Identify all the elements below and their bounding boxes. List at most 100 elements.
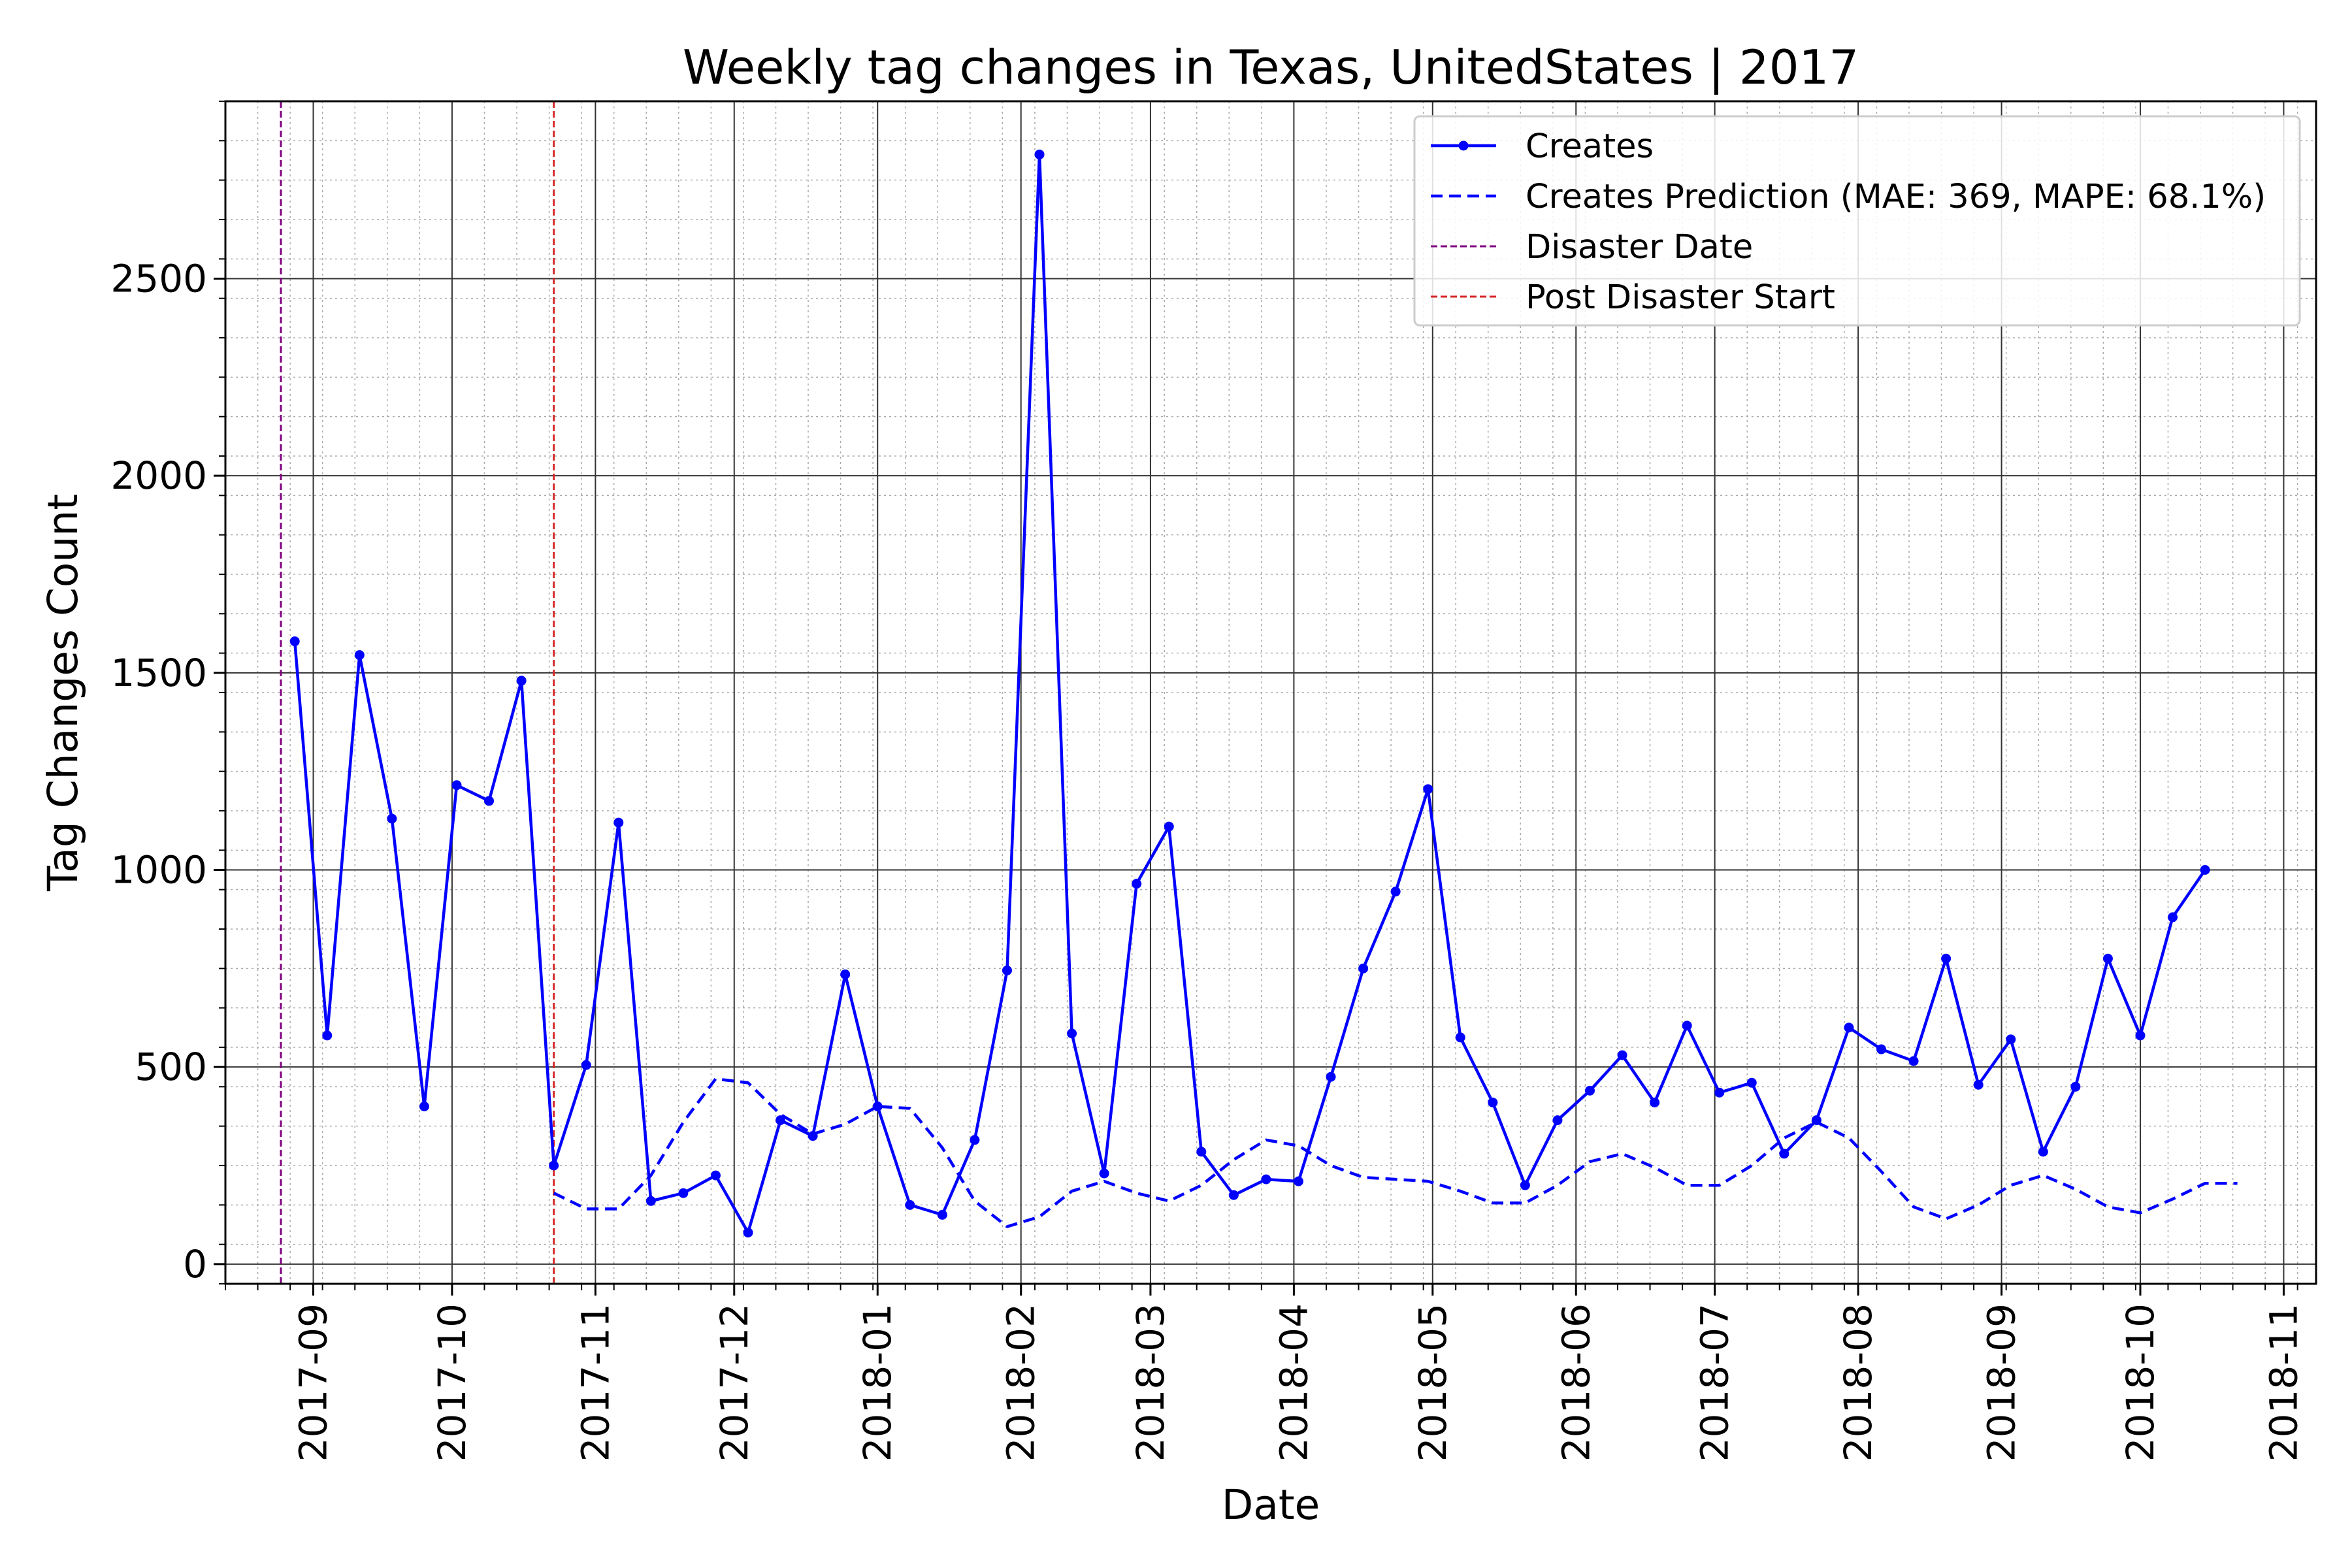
data-point [1844, 1022, 1854, 1033]
creates-line [293, 153, 2206, 1234]
x-tick-label: 2018-03 [1128, 1303, 1173, 1462]
data-point [1423, 784, 1433, 794]
data-point [937, 1209, 947, 1220]
series-creates-prediction [553, 1077, 2238, 1228]
legend-item: Creates [1431, 127, 1654, 166]
x-axis-label: Date [1222, 1481, 1320, 1529]
x-tick-label: 2018-01 [855, 1303, 900, 1462]
legend-label: Post Disaster Start [1526, 278, 1835, 317]
series-creates [289, 149, 2210, 1238]
data-point [1650, 1097, 1660, 1107]
y-tick-label: 2000 [110, 453, 207, 498]
legend-label: Disaster Date [1526, 228, 1753, 267]
data-point [1132, 879, 1142, 889]
data-point [776, 1115, 786, 1126]
data-point [1228, 1190, 1239, 1200]
data-point [840, 969, 851, 979]
data-point [1099, 1168, 1109, 1179]
data-point [645, 1196, 656, 1206]
x-tick-label: 2018-10 [2118, 1303, 2163, 1462]
legend-box [1413, 115, 2301, 327]
data-point [322, 1030, 333, 1041]
legend: Creates Creates Prediction (MAE: 369, MAP… [1413, 115, 2301, 327]
data-point [549, 1160, 559, 1171]
data-point [1973, 1079, 1984, 1090]
data-point [1002, 965, 1012, 975]
x-tick-label: 2018-02 [999, 1303, 1043, 1462]
y-tick-label: 500 [135, 1045, 207, 1089]
data-point [2038, 1147, 2048, 1157]
legend-item: Post Disaster Start [1431, 278, 1835, 317]
x-tick-label: 2017-12 [712, 1303, 757, 1462]
data-point [743, 1228, 753, 1238]
x-tick-label: 2018-11 [2261, 1303, 2306, 1462]
data-point [1520, 1180, 1530, 1190]
x-tick-label: 2017-09 [291, 1303, 336, 1462]
data-point [2102, 953, 2113, 964]
data-point [1358, 963, 1369, 973]
data-point [2200, 865, 2210, 875]
chart-title: Weekly tag changes in Texas, UnitedState… [683, 40, 1859, 95]
data-point [1584, 1085, 1595, 1096]
data-point [1908, 1056, 1919, 1066]
x-tick-label: 2018-08 [1836, 1303, 1880, 1462]
prediction-line [553, 1077, 2238, 1228]
legend-label: Creates Prediction (MAE: 369, MAPE: 68.1… [1526, 178, 2266, 216]
data-point [2070, 1081, 2081, 1092]
axis-ticks [214, 101, 2298, 1296]
y-tick-label: 0 [183, 1242, 207, 1286]
data-point [1293, 1176, 1303, 1186]
data-point [1261, 1174, 1271, 1184]
data-point [613, 817, 624, 828]
data-point [419, 1102, 429, 1111]
data-point [451, 780, 462, 791]
y-tick-label: 2500 [110, 257, 207, 301]
y-tick-labels: 0 500 1000 1500 2000 2500 [110, 257, 207, 1286]
data-point [1390, 887, 1401, 897]
x-tick-label: 2017-11 [573, 1303, 617, 1462]
legend-item: Creates Prediction (MAE: 369, MAPE: 68.1… [1431, 178, 2266, 216]
y-axis-label: Tag Changes Count [39, 494, 87, 892]
legend-marker [1458, 140, 1469, 151]
data-point [1617, 1050, 1627, 1060]
data-point [1455, 1032, 1465, 1043]
data-point [1488, 1097, 1498, 1107]
data-point [872, 1102, 883, 1111]
x-tick-label: 2018-06 [1554, 1303, 1598, 1462]
data-point [970, 1135, 980, 1145]
x-tick-label: 2018-07 [1693, 1303, 1737, 1462]
data-point [1067, 1028, 1077, 1039]
data-point [1034, 149, 1045, 159]
x-tick-label: 2018-09 [1980, 1303, 2024, 1462]
data-point [1196, 1147, 1207, 1157]
data-point [2006, 1034, 2016, 1045]
y-tick-label: 1000 [110, 848, 207, 892]
x-tick-label: 2018-05 [1411, 1303, 1455, 1462]
data-point [581, 1060, 591, 1070]
data-point [1941, 953, 1952, 964]
data-point [516, 676, 527, 686]
data-point [1876, 1044, 1887, 1054]
data-point [354, 650, 365, 661]
series-layer [289, 149, 2238, 1238]
x-tick-label: 2018-04 [1271, 1303, 1316, 1462]
x-tick-label: 2017-10 [430, 1303, 474, 1462]
legend-label: Creates [1526, 127, 1654, 166]
data-point [387, 813, 397, 824]
data-point [1326, 1071, 1336, 1082]
data-point [678, 1188, 689, 1198]
data-point [289, 636, 300, 647]
data-point [1746, 1077, 1757, 1088]
data-point [1552, 1115, 1563, 1126]
data-point [1714, 1087, 1725, 1098]
data-point [484, 796, 495, 806]
event-lines [280, 101, 555, 1284]
data-point [1779, 1149, 1789, 1159]
data-point [2135, 1030, 2146, 1041]
x-tick-labels: 2017-09 2017-10 2017-11 2017-12 2018-01 2018-… [291, 1303, 2306, 1462]
legend-item: Disaster Date [1431, 228, 1753, 267]
data-point [2168, 912, 2178, 923]
data-point [1164, 821, 1174, 832]
data-point [710, 1170, 721, 1181]
